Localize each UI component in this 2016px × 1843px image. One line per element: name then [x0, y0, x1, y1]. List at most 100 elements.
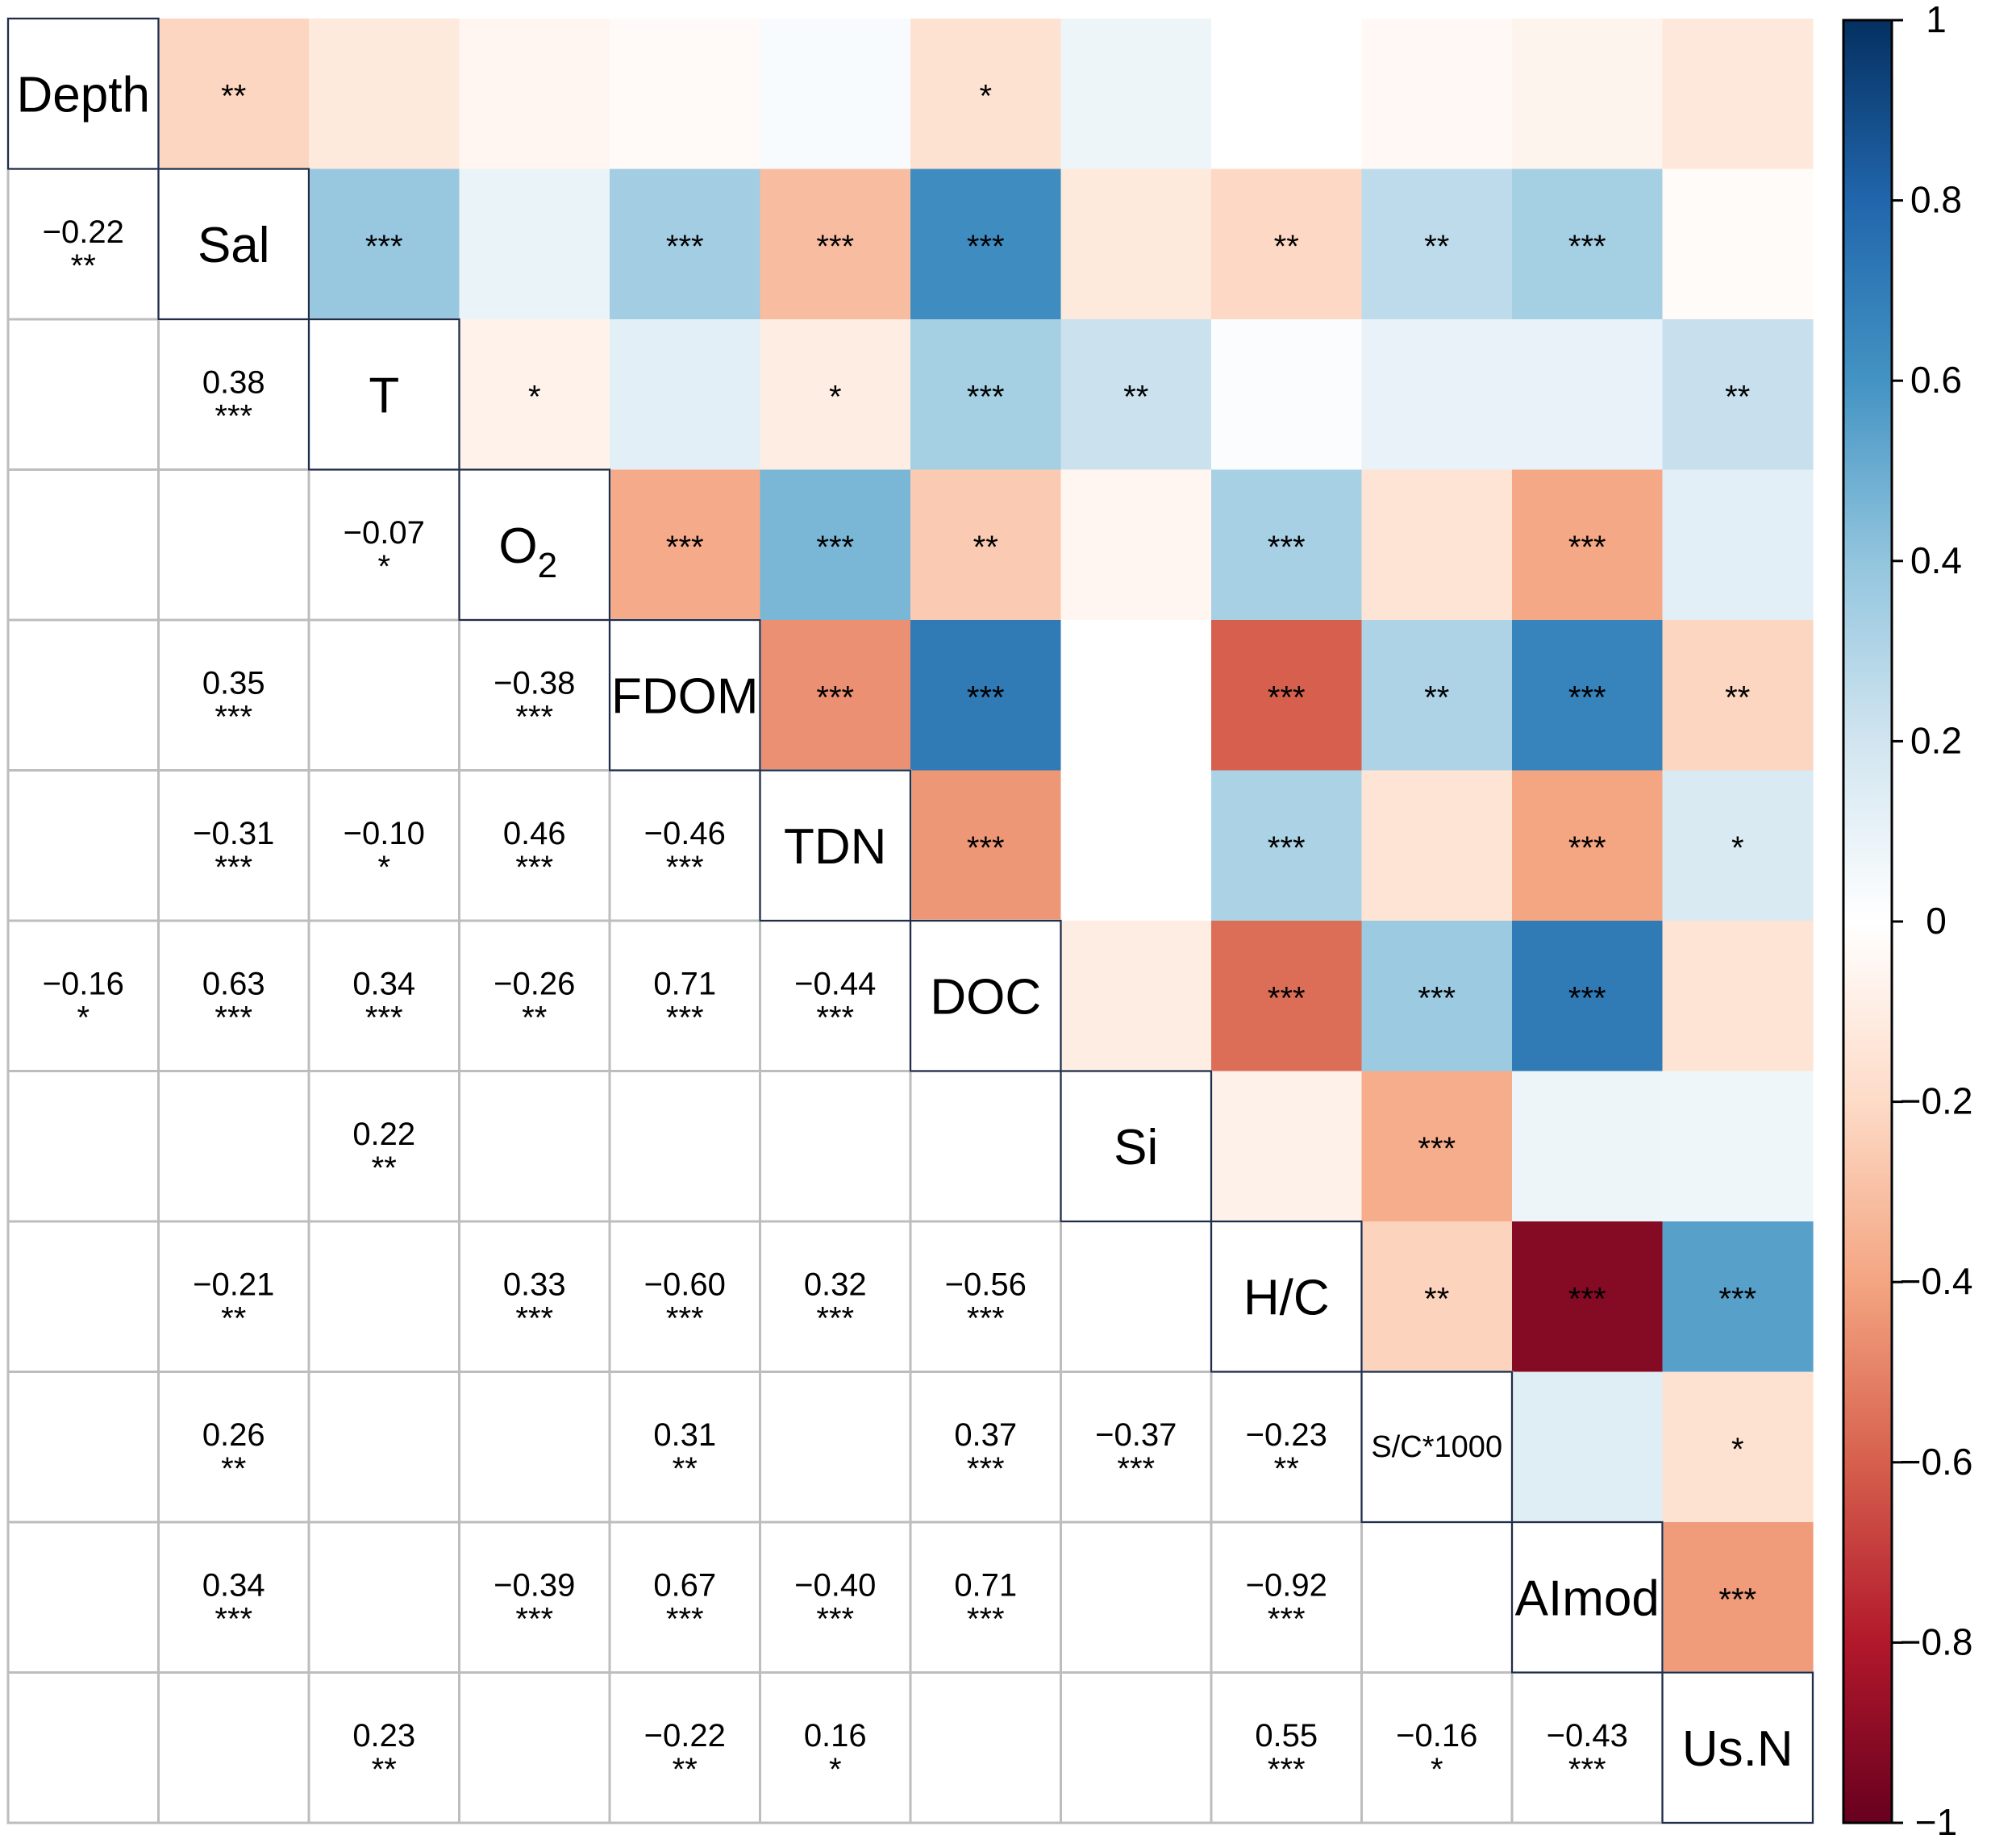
coef-label-8-6: −0.56 — [945, 1267, 1027, 1302]
coef-label-5-1: −0.31 — [193, 816, 274, 851]
variable-label-fdom: FDOM — [611, 668, 759, 724]
heatmap-cell-0-11 — [1662, 19, 1814, 170]
sig-stars-lower-9-6: *** — [967, 1451, 1005, 1487]
coef-label-11-8: 0.55 — [1255, 1718, 1318, 1754]
coef-label-6-4: 0.71 — [653, 966, 716, 1001]
sig-stars-upper-1-5: *** — [816, 229, 854, 264]
heatmap-cell-2-8 — [1211, 319, 1363, 471]
sig-stars-lower-10-1: *** — [215, 1601, 252, 1637]
coef-label-10-8: −0.92 — [1246, 1567, 1327, 1603]
heatmap-cell-5-7 — [1060, 770, 1212, 922]
sig-stars-upper-7-9: *** — [1418, 1131, 1456, 1167]
heatmap-cell-3-4 — [610, 469, 761, 621]
heatmap-grid — [6, 17, 1814, 1824]
coef-label-8-5: 0.32 — [804, 1267, 867, 1302]
colorbar-tick-label-6: −0.2 — [1900, 1080, 1973, 1122]
diagonal-cell-11 — [1661, 1671, 1814, 1824]
sig-stars-lower-10-8: *** — [1268, 1601, 1306, 1637]
sig-stars-upper-4-5: *** — [816, 680, 854, 715]
variable-label-aimod: AImod — [1515, 1571, 1660, 1626]
colorbar-tick-label-10: −1 — [1915, 1801, 1957, 1843]
heatmap-cell-8-11 — [1662, 1221, 1814, 1373]
variable-label-tdn: TDN — [784, 819, 886, 875]
heatmap-cell-5-6 — [910, 770, 1062, 922]
heatmap-cell-2-9 — [1361, 319, 1513, 471]
heatmap-cell-0-2 — [309, 19, 460, 170]
coef-label-8-3: 0.33 — [503, 1267, 566, 1302]
sig-stars-lower-10-5: *** — [816, 1601, 854, 1637]
heatmap-cell-1-4 — [610, 168, 761, 320]
heatmap-cell-9-10 — [1512, 1371, 1664, 1523]
coef-label-10-3: −0.39 — [494, 1567, 575, 1603]
heatmap-cell-5-9 — [1361, 770, 1513, 922]
coef-label-11-2: 0.23 — [352, 1718, 415, 1754]
sig-stars-upper-3-8: *** — [1268, 530, 1306, 565]
coef-label-6-2: 0.34 — [352, 966, 415, 1001]
coef-label-5-3: 0.46 — [503, 816, 566, 851]
coef-label-6-5: −0.44 — [794, 966, 876, 1001]
heatmap-cell-6-9 — [1361, 921, 1513, 1072]
sig-stars-lower-11-8: *** — [1268, 1752, 1306, 1787]
sig-stars-upper-0-6: * — [979, 78, 992, 114]
sig-stars-lower-5-3: *** — [515, 850, 553, 885]
sig-stars-lower-10-4: *** — [666, 1601, 704, 1637]
sig-stars-upper-1-8: ** — [1274, 229, 1299, 264]
sig-stars-upper-10-11: *** — [1718, 1582, 1756, 1617]
heatmap-cell-8-9 — [1361, 1221, 1513, 1373]
coef-label-11-10: −0.43 — [1547, 1718, 1628, 1754]
sig-stars-upper-1-6: *** — [967, 229, 1005, 264]
sig-stars-lower-8-3: *** — [515, 1300, 553, 1336]
sig-stars-lower-6-1: *** — [215, 1000, 252, 1035]
variable-label-sal: Sal — [198, 218, 270, 273]
heatmap-cell-4-6 — [910, 620, 1062, 772]
coef-label-9-1: 0.26 — [202, 1417, 265, 1453]
sig-stars-upper-3-5: *** — [816, 530, 854, 565]
heatmap-cell-0-10 — [1512, 19, 1664, 170]
variable-label-s-c-1000: S/C*1000 — [1371, 1430, 1502, 1464]
sig-stars-upper-8-9: ** — [1424, 1281, 1449, 1317]
heatmap-cells — [158, 19, 1814, 1674]
heatmap-cell-2-5 — [760, 319, 911, 471]
colorbar: 1 0.8 0.6 0.4 0.2 0 −0.2 −0.4 −0.6 −0.8 −1 — [1842, 0, 1973, 1843]
sig-stars-upper-2-11: ** — [1725, 379, 1750, 414]
sig-stars-lower-11-4: ** — [673, 1752, 698, 1787]
heatmap-cell-3-6 — [910, 469, 1062, 621]
sig-stars-upper-6-9: *** — [1418, 980, 1456, 1016]
coef-label-11-5: 0.16 — [804, 1718, 867, 1754]
heatmap-cell-1-9 — [1361, 168, 1513, 320]
diagonal-cell-6 — [910, 920, 1062, 1072]
heatmap-cell-3-5 — [760, 469, 911, 621]
heatmap-cell-3-7 — [1060, 469, 1212, 621]
sig-stars-upper-8-10: *** — [1568, 1281, 1606, 1317]
sig-stars-lower-8-5: *** — [816, 1300, 854, 1336]
coef-label-4-1: 0.35 — [202, 665, 265, 701]
sig-stars-lower-4-1: *** — [215, 699, 252, 734]
heatmap-cell-1-10 — [1512, 168, 1664, 320]
sig-stars-upper-2-6: *** — [967, 379, 1005, 414]
colorbar-tick-label-4: 0.2 — [1910, 719, 1962, 761]
sig-stars-upper-4-10: *** — [1568, 680, 1606, 715]
heatmap-cell-4-10 — [1512, 620, 1664, 772]
sig-stars-lower-11-2: ** — [372, 1752, 397, 1787]
heatmap-cell-1-8 — [1211, 168, 1363, 320]
sig-stars-upper-1-2: *** — [365, 229, 403, 264]
sig-stars-lower-1-0: ** — [71, 248, 96, 284]
heatmap-cell-3-8 — [1211, 469, 1363, 621]
heatmap-cell-9-11 — [1662, 1371, 1814, 1523]
sig-stars-upper-5-8: *** — [1268, 830, 1306, 866]
sig-stars-lower-9-4: ** — [673, 1451, 698, 1487]
diagonal-cell-0 — [7, 18, 160, 170]
sig-stars-lower-9-7: *** — [1117, 1451, 1155, 1487]
heatmap-cell-0-7 — [1060, 19, 1212, 170]
coef-label-8-4: −0.60 — [644, 1267, 726, 1302]
sig-stars-lower-6-5: *** — [816, 1000, 854, 1035]
sig-stars-lower-9-1: ** — [221, 1451, 246, 1487]
heatmap-cell-8-10 — [1512, 1221, 1664, 1373]
sig-stars-upper-4-8: *** — [1268, 680, 1306, 715]
diagonal-cell-7 — [1060, 1070, 1212, 1222]
sig-stars-upper-5-6: *** — [967, 830, 1005, 866]
sig-stars-upper-5-11: * — [1731, 830, 1744, 866]
sig-stars-lower-5-1: *** — [215, 850, 252, 885]
diagonal-cell-2 — [308, 318, 460, 471]
